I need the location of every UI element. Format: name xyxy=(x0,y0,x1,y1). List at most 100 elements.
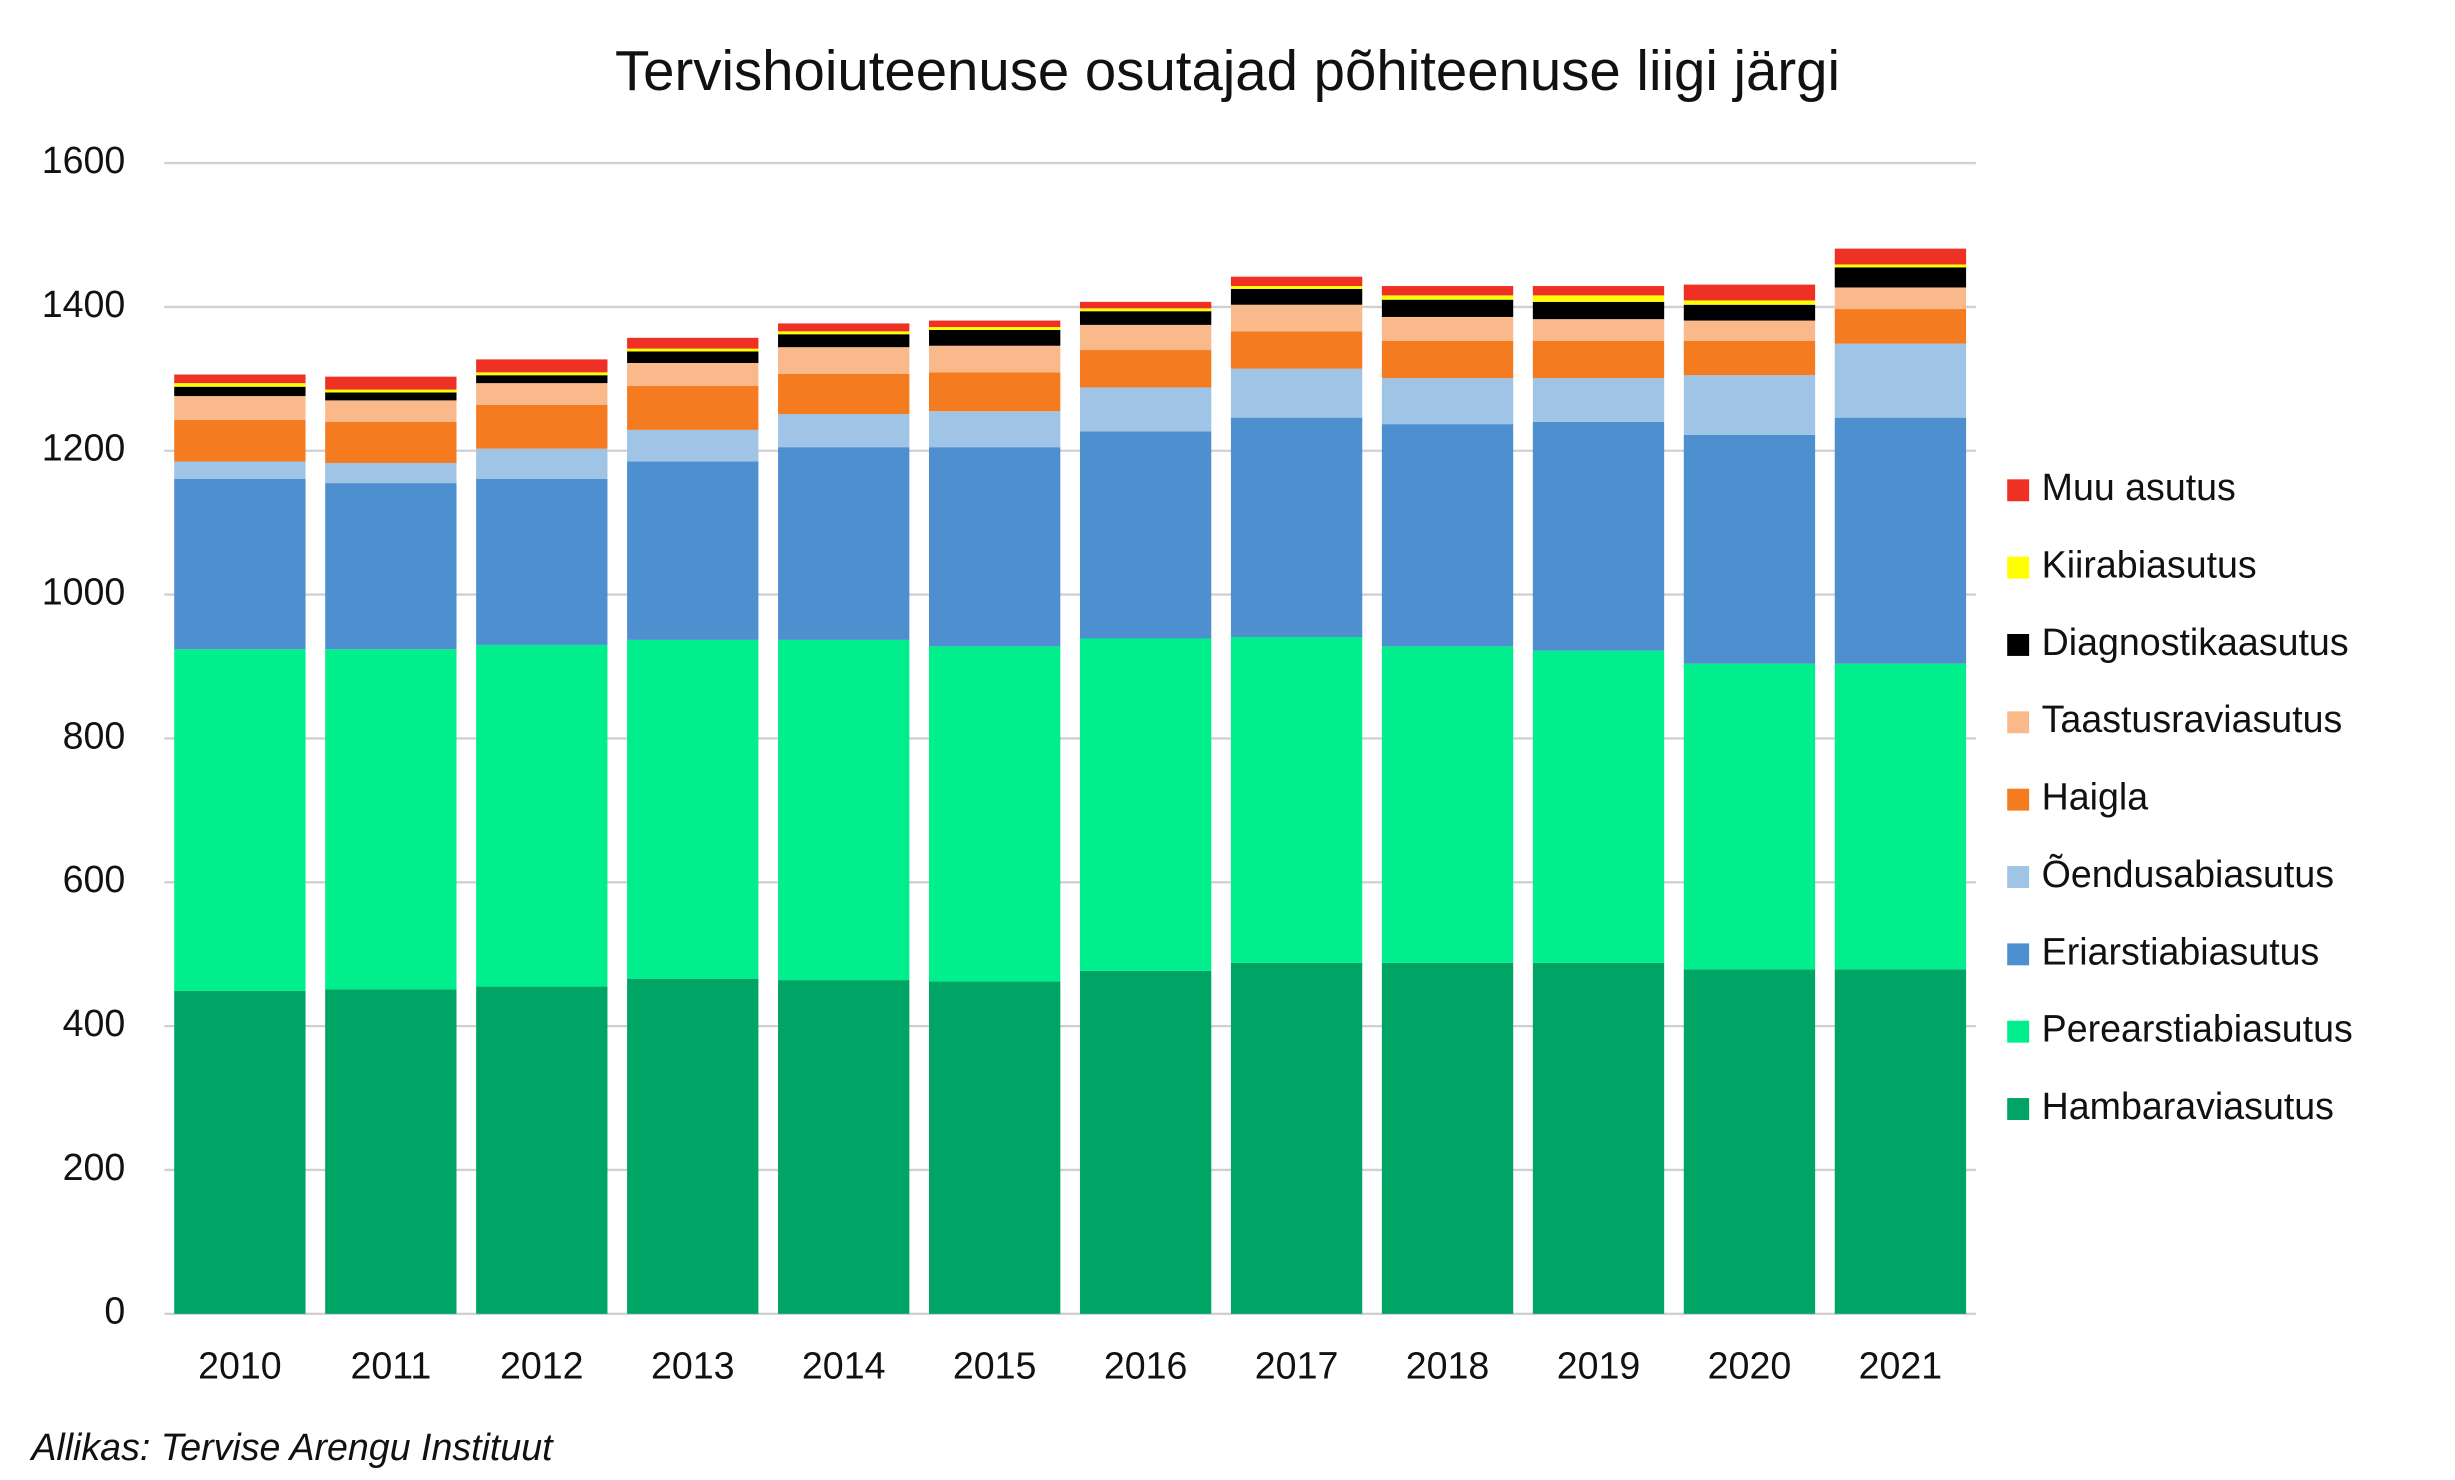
bar-segment xyxy=(1381,299,1514,317)
bar-segment xyxy=(627,429,759,462)
bar-segment xyxy=(1683,320,1816,341)
bar-segment xyxy=(627,386,759,430)
legend-label: Diagnostikaasutus xyxy=(2042,621,2349,663)
bar-segment xyxy=(778,323,910,332)
legend-swatch xyxy=(2007,711,2030,734)
x-tick-label: 2017 xyxy=(1255,1345,1339,1387)
bar-segment xyxy=(1683,375,1816,435)
legend-label: Õendusabiasutus xyxy=(2042,853,2334,895)
legend-swatch xyxy=(2007,1020,2030,1043)
bar-segment xyxy=(627,351,759,363)
legend-swatch xyxy=(2007,479,2030,502)
x-tick-label: 2012 xyxy=(500,1345,584,1387)
bar-segment xyxy=(929,646,1061,982)
bar-segment xyxy=(1381,424,1514,647)
bar-segment xyxy=(1683,304,1816,321)
bar-segment xyxy=(929,447,1061,647)
bar-segment xyxy=(476,383,608,405)
bar-segment xyxy=(1532,650,1665,963)
y-tick-label: 0 xyxy=(104,1290,125,1332)
y-tick-label: 1600 xyxy=(42,139,126,181)
x-tick-label: 2016 xyxy=(1104,1345,1188,1387)
legend-label: Hambaraviasutus xyxy=(2042,1085,2334,1127)
x-tick-label: 2020 xyxy=(1708,1345,1792,1387)
bar-segment xyxy=(1834,264,1967,268)
y-tick-label: 400 xyxy=(63,1002,126,1044)
legend-swatch xyxy=(2007,1098,2030,1120)
legend-label: Haigla xyxy=(2042,776,2149,818)
bar-segment xyxy=(325,376,457,390)
legend-label: Eriarstiabiasutus xyxy=(2042,930,2320,972)
bar-segment xyxy=(174,396,306,420)
x-tick-label: 2019 xyxy=(1557,1345,1641,1387)
bar-segment xyxy=(1834,969,1967,1314)
bar-segment xyxy=(1230,286,1363,289)
bar-segment xyxy=(1834,663,1967,970)
bar-segment xyxy=(1683,300,1816,305)
bar-segment xyxy=(627,348,759,352)
bar-segment xyxy=(1683,969,1816,1314)
bar-segment xyxy=(476,478,608,645)
bar-segment xyxy=(627,461,759,640)
bar-segment xyxy=(778,347,910,374)
bar-segment xyxy=(778,373,910,415)
bar-segment xyxy=(1381,316,1514,341)
y-tick-label: 1000 xyxy=(42,571,126,613)
bar-segment xyxy=(1230,304,1363,332)
x-tick-label: 2014 xyxy=(802,1345,886,1387)
bar-segment xyxy=(1834,343,1967,418)
legend-label: Muu asutus xyxy=(2042,466,2236,508)
bar-segment xyxy=(174,419,306,462)
bar-segment xyxy=(1532,319,1665,341)
x-tick-label: 2010 xyxy=(198,1345,282,1387)
bar-segment xyxy=(476,372,608,376)
bar-segment xyxy=(929,327,1061,330)
bar-segment xyxy=(627,639,759,979)
bar-segment xyxy=(1532,962,1665,1314)
x-tick-label: 2015 xyxy=(953,1345,1037,1387)
x-tick-label: 2018 xyxy=(1406,1345,1490,1387)
bar-segment xyxy=(929,372,1061,412)
bar-segment xyxy=(1532,340,1665,379)
bar-segment xyxy=(627,362,759,387)
bar-segment xyxy=(1079,638,1212,971)
y-tick-label: 800 xyxy=(63,714,126,756)
bar-segment xyxy=(325,989,457,1314)
chart-title: Tervishoiuteenuse osutajad põhiteenuse l… xyxy=(615,39,1840,102)
bar-segment xyxy=(325,483,457,650)
legend-label: Kiirabiasutus xyxy=(2042,544,2257,586)
legend-label: Perearstiabiasutus xyxy=(2042,1008,2353,1050)
bar-segment xyxy=(1834,267,1967,288)
bar-segment xyxy=(1683,663,1816,970)
bar-segment xyxy=(1079,387,1212,432)
x-tick-label: 2013 xyxy=(651,1345,735,1387)
legend-swatch xyxy=(2007,943,2030,966)
bar-segment xyxy=(1834,248,1967,265)
bar-segment xyxy=(325,392,457,401)
bar-segment xyxy=(1834,309,1967,344)
bar-segment xyxy=(1532,378,1665,422)
bar-segment xyxy=(929,320,1061,328)
bar-segment xyxy=(1381,378,1514,425)
bar-segment xyxy=(778,414,910,448)
bar-segment xyxy=(929,411,1061,448)
bar-segment xyxy=(1079,311,1212,325)
bar-segment xyxy=(1230,288,1363,305)
bar-segment xyxy=(325,389,457,393)
bar-segment xyxy=(778,447,910,640)
legend-label: Taastusraviasutus xyxy=(2042,698,2343,740)
bar-segment xyxy=(627,978,759,1314)
y-tick-label: 1200 xyxy=(42,427,126,469)
bar-segment xyxy=(1230,331,1363,369)
bar-segment xyxy=(778,331,910,335)
bar-segment xyxy=(1230,417,1363,638)
bar-segment xyxy=(1532,295,1665,302)
bar-segment xyxy=(1230,962,1363,1314)
bar-segment xyxy=(1381,340,1514,379)
y-tick-label: 600 xyxy=(63,858,126,900)
bar-segment xyxy=(476,448,608,479)
bar-segment xyxy=(476,404,608,449)
bar-segment xyxy=(325,649,457,990)
bar-segment xyxy=(174,478,306,650)
